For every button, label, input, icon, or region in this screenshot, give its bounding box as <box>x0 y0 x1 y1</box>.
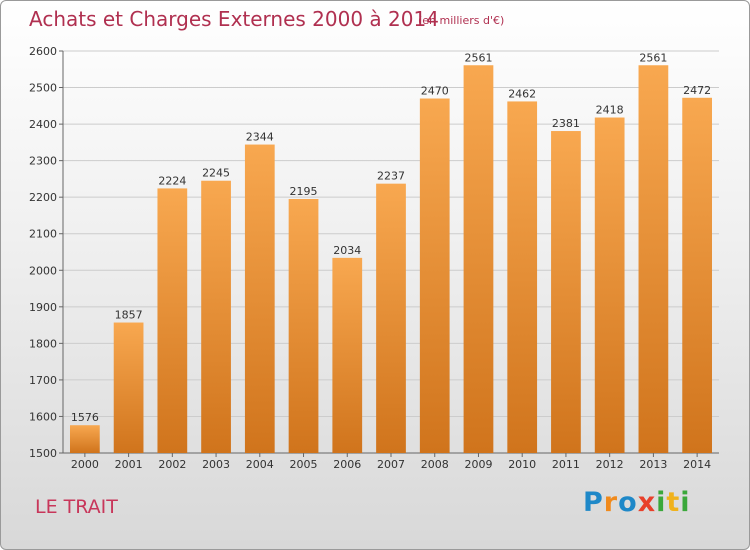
data-label-2001: 1857 <box>115 309 143 322</box>
bar-2014 <box>682 97 713 453</box>
logo-letter-x: x <box>637 487 657 518</box>
y-tick-label: 1800 <box>29 337 57 350</box>
x-tick-label-2010: 2010 <box>508 458 536 471</box>
y-tick-label: 1500 <box>29 447 57 460</box>
y-tick-label: 1700 <box>29 374 57 387</box>
bar-2012 <box>594 117 625 453</box>
bar-2009 <box>463 65 494 454</box>
y-tick-label: 2500 <box>29 82 57 95</box>
data-label-2007: 2237 <box>377 170 405 183</box>
y-tick-label: 2200 <box>29 191 57 204</box>
logo-letter-r: r <box>603 487 619 518</box>
proxiti-logo[interactable]: Proxiti <box>583 487 693 527</box>
data-label-2011: 2381 <box>552 117 580 130</box>
y-tick-label: 2300 <box>29 155 57 168</box>
data-labels: 1576 1857 2224 2245 2344 2195 2034 2237 2470 2561… <box>71 51 711 424</box>
bar-2007 <box>376 183 406 453</box>
x-tick-label-2000: 2000 <box>71 458 99 471</box>
bar-2006 <box>332 257 363 453</box>
data-label-2009: 2561 <box>464 51 492 64</box>
x-tick-label-2004: 2004 <box>246 458 274 471</box>
bars <box>69 65 713 454</box>
y-tick-label: 2400 <box>29 118 57 131</box>
data-label-2006: 2034 <box>333 244 361 257</box>
x-tick-label-2009: 2009 <box>464 458 492 471</box>
chart-subtitle: (en milliers d'€) <box>418 14 505 27</box>
location-label: LE TRAIT <box>35 496 118 518</box>
logo-letter-o: o <box>618 487 638 518</box>
data-label-2010: 2462 <box>508 87 536 100</box>
logo-letter-p: P <box>583 487 604 518</box>
bar-2000 <box>69 425 100 453</box>
data-label-2002: 2224 <box>158 174 186 187</box>
bar-2002 <box>157 188 188 454</box>
bar-2005 <box>288 199 319 453</box>
bar-2013 <box>638 65 669 454</box>
x-tick-label-2006: 2006 <box>333 458 361 471</box>
logo-letter-i2: i <box>680 487 691 518</box>
data-label-2012: 2418 <box>596 104 624 117</box>
x-tick-label-2008: 2008 <box>421 458 449 471</box>
x-tick-label-2012: 2012 <box>596 458 624 471</box>
x-tick-label-2014: 2014 <box>683 458 711 471</box>
y-tick-label: 1900 <box>29 301 57 314</box>
bar-2008 <box>419 98 450 453</box>
bar-2010 <box>507 101 538 453</box>
x-tick-label-2011: 2011 <box>552 458 580 471</box>
x-tick-label-2003: 2003 <box>202 458 230 471</box>
logo-letter-t: t <box>666 487 681 518</box>
bar-2004 <box>244 144 275 453</box>
data-label-2013: 2561 <box>639 51 667 64</box>
y-tick-label: 2000 <box>29 264 57 277</box>
chart-title: Achats et Charges Externes 2000 à 2014 <box>29 7 439 31</box>
data-label-2003: 2245 <box>202 167 230 180</box>
x-tick-label-2002: 2002 <box>158 458 186 471</box>
data-label-2005: 2195 <box>290 185 318 198</box>
y-tick-label: 1600 <box>29 410 57 423</box>
data-label-2000: 1576 <box>71 411 99 424</box>
x-tick-label-2013: 2013 <box>639 458 667 471</box>
y-tick-label: 2100 <box>29 228 57 241</box>
y-tick-label: 2600 <box>29 45 57 58</box>
x-tick-label-2005: 2005 <box>290 458 318 471</box>
bar-2001 <box>113 322 144 453</box>
data-label-2008: 2470 <box>421 85 449 98</box>
bar-2003 <box>201 180 231 453</box>
data-label-2014: 2472 <box>683 84 711 97</box>
x-tick-label-2007: 2007 <box>377 458 405 471</box>
logo-letter-i: i <box>656 487 667 518</box>
data-label-2004: 2344 <box>246 131 274 144</box>
bar-2011 <box>551 131 581 453</box>
x-tick-label-2001: 2001 <box>115 458 143 471</box>
